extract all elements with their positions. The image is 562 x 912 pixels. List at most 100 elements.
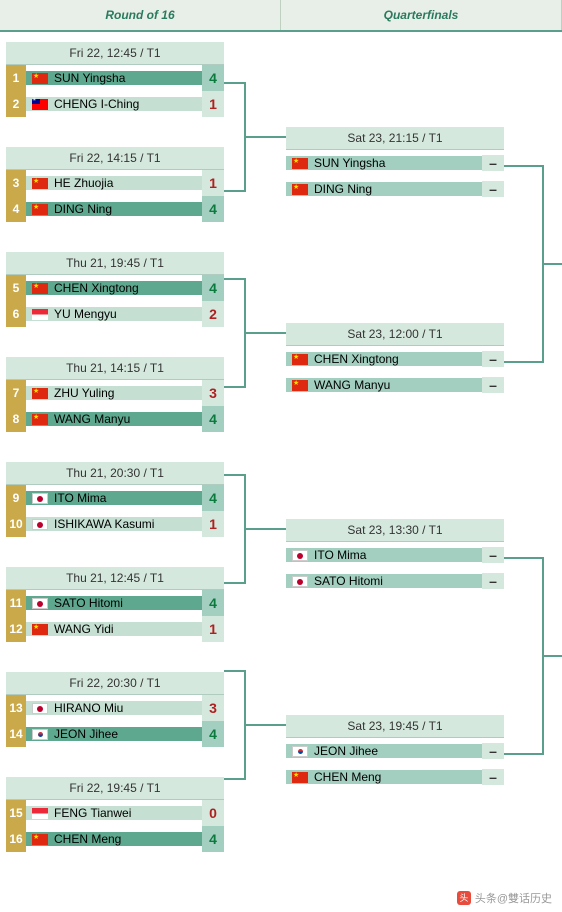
qf-match: Sat 23, 19:45 / T1JEON Jihee–CHEN Meng– — [286, 715, 504, 790]
player-row: WANG Manyu– — [286, 372, 504, 398]
player-row: 7ZHU Yuling3 — [6, 380, 224, 406]
seed-number: 14 — [6, 721, 26, 747]
seed-number: 3 — [6, 170, 26, 196]
player-name: WANG Manyu — [54, 412, 130, 426]
player-cell: ZHU Yuling — [26, 386, 202, 400]
player-name: JEON Jihee — [314, 744, 378, 758]
player-name: DING Ning — [54, 202, 112, 216]
player-name: CHEN Xingtong — [314, 352, 399, 366]
score-value: 4 — [202, 406, 224, 432]
seed-number: 9 — [6, 485, 26, 511]
player-row: 3 HE Zhuojia 1 — [6, 170, 224, 196]
header-round-16: Round of 16 — [0, 0, 281, 30]
flag-icon — [32, 414, 48, 425]
player-name: CHEN Meng — [314, 770, 381, 784]
player-cell: CHEN Xingtong — [286, 352, 482, 366]
player-name: SATO Hitomi — [314, 574, 383, 588]
player-name: SUN Yingsha — [54, 71, 125, 85]
seed-number: 1 — [6, 65, 26, 91]
bracket-connector — [504, 165, 544, 167]
player-row: 2CHENG I-Ching1 — [6, 91, 224, 117]
seed-number: 11 — [6, 590, 26, 616]
match-datetime: Sat 23, 12:00 / T1 — [286, 323, 504, 346]
seed-number: 16 — [6, 826, 26, 852]
bracket-connector — [224, 582, 246, 584]
player-cell: SATO Hitomi — [286, 574, 482, 588]
flag-icon — [292, 746, 308, 757]
qf-match: Sat 23, 13:30 / T1ITO Mima–SATO Hitomi– — [286, 519, 504, 594]
seed-number: 15 — [6, 800, 26, 826]
seed-number: 2 — [6, 91, 26, 117]
watermark-text: 头条@雙话历史 — [475, 890, 552, 906]
score-value: 1 — [202, 170, 224, 196]
bracket-connector — [544, 655, 562, 657]
flag-icon — [32, 283, 48, 294]
player-name: ZHU Yuling — [54, 386, 114, 400]
player-name: FENG Tianwei — [54, 806, 131, 820]
player-cell: HIRANO Miu — [26, 701, 202, 715]
r16-match: Thu 21, 20:30 / T19ITO Mima410ISHIKAWA K… — [6, 462, 224, 537]
score-value: 4 — [202, 590, 224, 616]
player-row: 5CHEN Xingtong4 — [6, 275, 224, 301]
score-value: – — [482, 547, 504, 563]
player-row: ITO Mima– — [286, 542, 504, 568]
player-row: SATO Hitomi – — [286, 568, 504, 594]
player-cell: HE Zhuojia — [26, 176, 202, 190]
player-name: ITO Mima — [54, 491, 106, 505]
player-row: 4DING Ning4 — [6, 196, 224, 222]
score-value: 3 — [202, 695, 224, 721]
score-value: 4 — [202, 826, 224, 852]
flag-icon — [32, 99, 48, 110]
player-cell: WANG Manyu — [286, 378, 482, 392]
seed-number: 5 — [6, 275, 26, 301]
flag-icon — [292, 380, 308, 391]
flag-icon — [32, 598, 48, 609]
bracket-connector — [246, 332, 286, 334]
match-datetime: Fri 22, 14:15 / T1 — [6, 147, 224, 170]
score-value: – — [482, 573, 504, 589]
seed-number: 13 — [6, 695, 26, 721]
flag-icon — [32, 493, 48, 504]
seed-number: 7 — [6, 380, 26, 406]
qf-match: Sat 23, 21:15 / T1SUN Yingsha–DING Ning– — [286, 127, 504, 202]
score-value: 4 — [202, 65, 224, 91]
player-row: 15FENG Tianwei0 — [6, 800, 224, 826]
player-row: 1 SUN Yingsha 4 — [6, 65, 224, 91]
bracket-connector — [224, 778, 246, 780]
flag-icon — [32, 204, 48, 215]
player-name: SUN Yingsha — [314, 156, 385, 170]
header-quarterfinals: Quarterfinals — [281, 0, 562, 30]
qf-match: Sat 23, 12:00 / T1CHEN Xingtong–WANG Man… — [286, 323, 504, 398]
flag-icon — [292, 184, 308, 195]
player-name: HE Zhuojia — [54, 176, 113, 190]
bracket-connector — [246, 528, 286, 530]
match-datetime: Fri 22, 12:45 / T1 — [6, 42, 224, 65]
score-value: – — [482, 769, 504, 785]
player-name: CHENG I-Ching — [54, 97, 139, 111]
player-cell: CHEN Meng — [26, 832, 202, 846]
player-name: SATO Hitomi — [54, 596, 123, 610]
match-datetime: Thu 21, 14:15 / T1 — [6, 357, 224, 380]
tournament-bracket: Fri 22, 12:45 / T11SUN Yingsha42CHENG I-… — [0, 32, 562, 912]
r16-match: Fri 22, 20:30 / T113HIRANO Miu314JEON Ji… — [6, 672, 224, 747]
match-datetime: Sat 23, 21:15 / T1 — [286, 127, 504, 150]
flag-icon — [292, 772, 308, 783]
seed-number: 12 — [6, 616, 26, 642]
bracket-connector — [544, 263, 562, 265]
flag-icon — [32, 703, 48, 714]
bracket-header: Round of 16 Quarterfinals — [0, 0, 562, 32]
bracket-connector — [504, 361, 544, 363]
score-value: 1 — [202, 616, 224, 642]
player-cell: SATO Hitomi — [26, 596, 202, 610]
player-row: CHEN Xingtong – — [286, 346, 504, 372]
score-value: 4 — [202, 196, 224, 222]
player-row: CHEN Meng – — [286, 764, 504, 790]
player-row: JEON Jihee– — [286, 738, 504, 764]
score-value: – — [482, 351, 504, 367]
player-cell: WANG Yidi — [26, 622, 202, 636]
score-value: 4 — [202, 275, 224, 301]
score-value: – — [482, 181, 504, 197]
match-datetime: Thu 21, 19:45 / T1 — [6, 252, 224, 275]
player-name: DING Ning — [314, 182, 372, 196]
flag-icon — [32, 388, 48, 399]
